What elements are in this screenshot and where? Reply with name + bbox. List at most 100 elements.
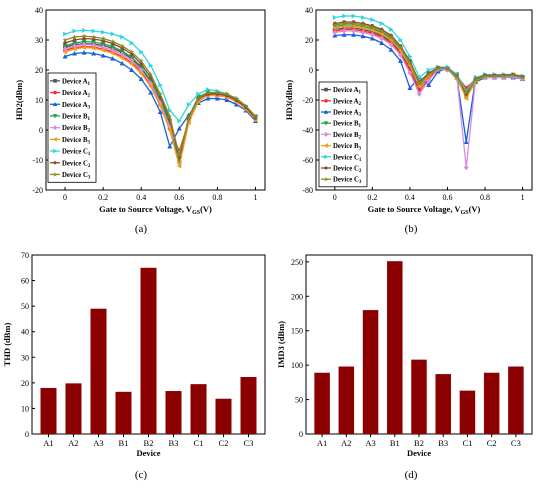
series-c3 xyxy=(62,33,259,158)
data-point xyxy=(62,37,68,43)
data-point xyxy=(398,37,404,43)
legend-swatch-marker xyxy=(324,154,329,160)
y-tick-label: -60 xyxy=(302,156,313,165)
y-tick-label: -10 xyxy=(32,156,43,165)
legend-item-b3: Device B3 xyxy=(321,143,361,152)
data-point xyxy=(444,65,451,71)
data-point xyxy=(167,127,172,133)
y-tick-label: 40 xyxy=(21,328,29,337)
y-axis-label: IMD3 (dBm) xyxy=(276,321,286,368)
x-tick-label: 0.2 xyxy=(98,193,108,202)
legend-swatch-marker xyxy=(52,101,58,107)
data-point xyxy=(379,31,384,37)
y-tick-label: 30 xyxy=(21,353,29,362)
legend-label-sub: 1 xyxy=(358,124,361,129)
data-point xyxy=(454,73,460,80)
data-point xyxy=(407,70,413,76)
y-tick-label: 70 xyxy=(21,251,29,260)
legend-label: Device A1 xyxy=(62,78,90,87)
legend-label-sub: 3 xyxy=(359,180,362,185)
legend-label-text: Device B xyxy=(62,137,88,144)
data-point xyxy=(167,108,173,113)
data-point xyxy=(119,43,125,49)
x-tick-label: C2 xyxy=(219,438,229,448)
y-axis-label: THD (dBm) xyxy=(2,322,12,366)
data-point xyxy=(332,22,338,28)
x-tick-label: A2 xyxy=(341,438,351,448)
panel-label: (d) xyxy=(405,469,418,481)
data-point xyxy=(81,50,87,55)
bar-b2 xyxy=(140,267,157,434)
data-point xyxy=(195,95,202,101)
legend-label: Device A3 xyxy=(333,110,361,119)
y-tick-label: 50 xyxy=(21,302,29,311)
x-tick-label: C1 xyxy=(462,438,472,448)
bar-a3 xyxy=(362,310,379,434)
data-point xyxy=(491,73,498,79)
x-tick-label: A3 xyxy=(365,438,375,448)
bar-c3 xyxy=(508,366,524,434)
legend-label-text: Device C xyxy=(62,160,88,167)
y-tick-label: 0 xyxy=(309,66,313,75)
data-point xyxy=(243,103,249,109)
bar-b3 xyxy=(165,391,182,434)
legend-label-sub: 3 xyxy=(358,113,361,118)
data-point xyxy=(62,54,68,59)
legend-item-c2: Device C2 xyxy=(50,160,91,169)
data-point xyxy=(341,32,347,37)
data-point xyxy=(510,72,516,78)
data-point xyxy=(360,25,365,31)
data-point xyxy=(138,67,144,73)
bar-b3 xyxy=(435,374,451,434)
legend-swatch-marker xyxy=(53,90,57,95)
data-point xyxy=(407,85,413,90)
y-tick-label: 30 xyxy=(35,36,43,45)
legend-label-sub: 1 xyxy=(87,117,90,122)
data-point xyxy=(148,71,154,77)
data-point xyxy=(407,54,413,59)
data-point xyxy=(129,49,135,55)
legend-label-sub: 1 xyxy=(88,152,91,157)
data-point xyxy=(360,22,366,28)
data-point xyxy=(379,28,385,34)
data-point xyxy=(129,57,135,64)
data-point xyxy=(148,84,153,89)
y-tick-label: -20 xyxy=(32,186,43,195)
x-tick-label: 0.8 xyxy=(212,193,222,202)
panel-a-hd2-line-chart: -20 -10 0 10 20 30 40 0 0.2 0.4 0.6 0.8 1 Gate to Sou… xyxy=(14,6,266,235)
data-point xyxy=(119,49,125,54)
data-point xyxy=(100,41,106,47)
data-point xyxy=(100,53,106,58)
data-point xyxy=(195,99,201,104)
legend-label: Device B3 xyxy=(62,137,90,146)
data-point xyxy=(332,15,338,20)
y-tick-label: 20 xyxy=(21,379,29,388)
bar-a1 xyxy=(314,372,330,434)
data-point xyxy=(110,56,116,61)
legend-label-text: Device C xyxy=(62,149,88,156)
x-tick-label: C3 xyxy=(244,438,254,448)
legend-label-text: Device A xyxy=(62,102,88,109)
data-point xyxy=(398,52,403,58)
x-tick-label: C2 xyxy=(487,438,497,448)
data-point xyxy=(463,96,469,101)
x-tick-label: 0.6 xyxy=(174,193,184,202)
legend-label-sub: 3 xyxy=(87,105,90,110)
x-tick-label: B2 xyxy=(414,438,424,448)
data-point xyxy=(139,49,144,55)
legend-item-c3: Device C3 xyxy=(321,176,362,185)
legend-label: Device B2 xyxy=(333,132,361,141)
bar-b2 xyxy=(411,359,427,434)
legend-label-text: Device A xyxy=(62,90,88,97)
legend-item-b2: Device B2 xyxy=(321,131,361,141)
data-point xyxy=(196,91,201,97)
legend-swatch-marker xyxy=(323,131,329,137)
x-tick-label: 1 xyxy=(521,193,525,202)
data-point xyxy=(351,24,356,29)
data-point xyxy=(351,13,357,19)
data-point xyxy=(120,34,125,40)
data-point xyxy=(72,46,77,52)
data-point xyxy=(129,67,135,72)
data-point xyxy=(186,120,191,125)
